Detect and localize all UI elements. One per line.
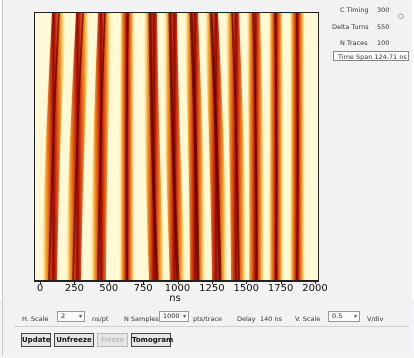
x-axis-label: ns bbox=[169, 293, 181, 304]
chevron-down-icon: ▾ bbox=[182, 313, 186, 320]
unfreeze-button[interactable]: Unfreeze bbox=[54, 333, 94, 347]
v-scale-select[interactable]: 0.5 ▾ bbox=[328, 311, 360, 322]
trace-core bbox=[72, 13, 84, 281]
trace-core bbox=[274, 13, 278, 281]
v-scale-value: 0.5 bbox=[332, 312, 343, 320]
x-tick bbox=[211, 280, 213, 284]
trace-core bbox=[168, 13, 180, 281]
x-tick-label: 250 bbox=[64, 283, 84, 294]
h-scale-unit: ns/pt bbox=[92, 315, 109, 323]
x-tick bbox=[74, 280, 76, 284]
n-samples-select[interactable]: 1000 ▾ bbox=[159, 311, 189, 322]
x-tick bbox=[315, 280, 316, 284]
x-tick-label: 1000 bbox=[164, 283, 191, 294]
c-timing-value: 300 bbox=[377, 6, 390, 14]
trace-core bbox=[296, 13, 299, 281]
chevron-down-icon: ▾ bbox=[78, 313, 82, 320]
n-traces-value: 100 bbox=[377, 39, 390, 47]
h-scale-value: 2 bbox=[61, 312, 66, 320]
x-axis-line bbox=[34, 280, 318, 281]
x-tick bbox=[246, 280, 248, 284]
chevron-down-icon: ▾ bbox=[353, 313, 357, 320]
x-tick bbox=[40, 280, 41, 284]
trace-band bbox=[289, 13, 306, 281]
x-tick-label: 2000 bbox=[302, 283, 328, 294]
n-samples-unit: pts/trace bbox=[193, 315, 223, 323]
trace-core bbox=[209, 13, 222, 281]
x-tick-label: 750 bbox=[133, 283, 153, 294]
c-timing-label: C Timing bbox=[340, 6, 369, 14]
trace-core bbox=[252, 13, 258, 281]
v-scale-label: V. Scale bbox=[295, 315, 321, 323]
x-tick-label: 1750 bbox=[267, 283, 294, 294]
trace-core bbox=[231, 13, 240, 281]
c-timing-row: C Timing 300 bbox=[340, 6, 389, 14]
h-scale-select[interactable]: 2 ▾ bbox=[57, 311, 85, 322]
trace-core bbox=[125, 13, 129, 281]
time-span-field: Time Span 124.71 ns bbox=[333, 51, 409, 61]
tomogram-button[interactable]: Tomogram bbox=[131, 333, 173, 347]
mountain-range-plot bbox=[34, 12, 319, 282]
controls-divider bbox=[14, 326, 409, 327]
v-scale-unit: V/div bbox=[367, 315, 384, 323]
c-timing-indicator-icon: ○ bbox=[398, 12, 404, 20]
delay-label: Delay bbox=[237, 315, 256, 323]
x-tick-label: 500 bbox=[99, 283, 119, 294]
trace-core bbox=[189, 13, 200, 281]
n-traces-label: N Traces bbox=[340, 39, 368, 47]
n-samples-value: 1000 bbox=[163, 312, 180, 320]
trace-core bbox=[148, 13, 159, 281]
x-tick bbox=[280, 280, 282, 284]
trace-core bbox=[97, 13, 106, 281]
mountain-range-svg bbox=[35, 13, 318, 281]
x-tick bbox=[108, 280, 110, 284]
delay-value: 140 ns bbox=[260, 315, 282, 323]
x-tick bbox=[143, 280, 145, 284]
x-tick-label: 0 bbox=[36, 283, 44, 294]
delta-turns-label: Delta Turns bbox=[332, 23, 369, 31]
n-traces-row: N Traces 100 bbox=[340, 39, 389, 47]
x-tick bbox=[177, 280, 179, 284]
n-samples-label: N Samples bbox=[124, 315, 159, 323]
trace-core bbox=[48, 13, 60, 281]
h-scale-label: H. Scale bbox=[22, 315, 49, 323]
update-button[interactable]: Update bbox=[21, 333, 51, 347]
x-tick-label: 1500 bbox=[233, 283, 259, 294]
x-tick-label: 1250 bbox=[199, 283, 225, 294]
freeze-button[interactable]: Freeze bbox=[97, 333, 128, 347]
delta-turns-value: 550 bbox=[377, 23, 390, 31]
delta-turns-row: Delta Turns 550 bbox=[332, 23, 389, 31]
